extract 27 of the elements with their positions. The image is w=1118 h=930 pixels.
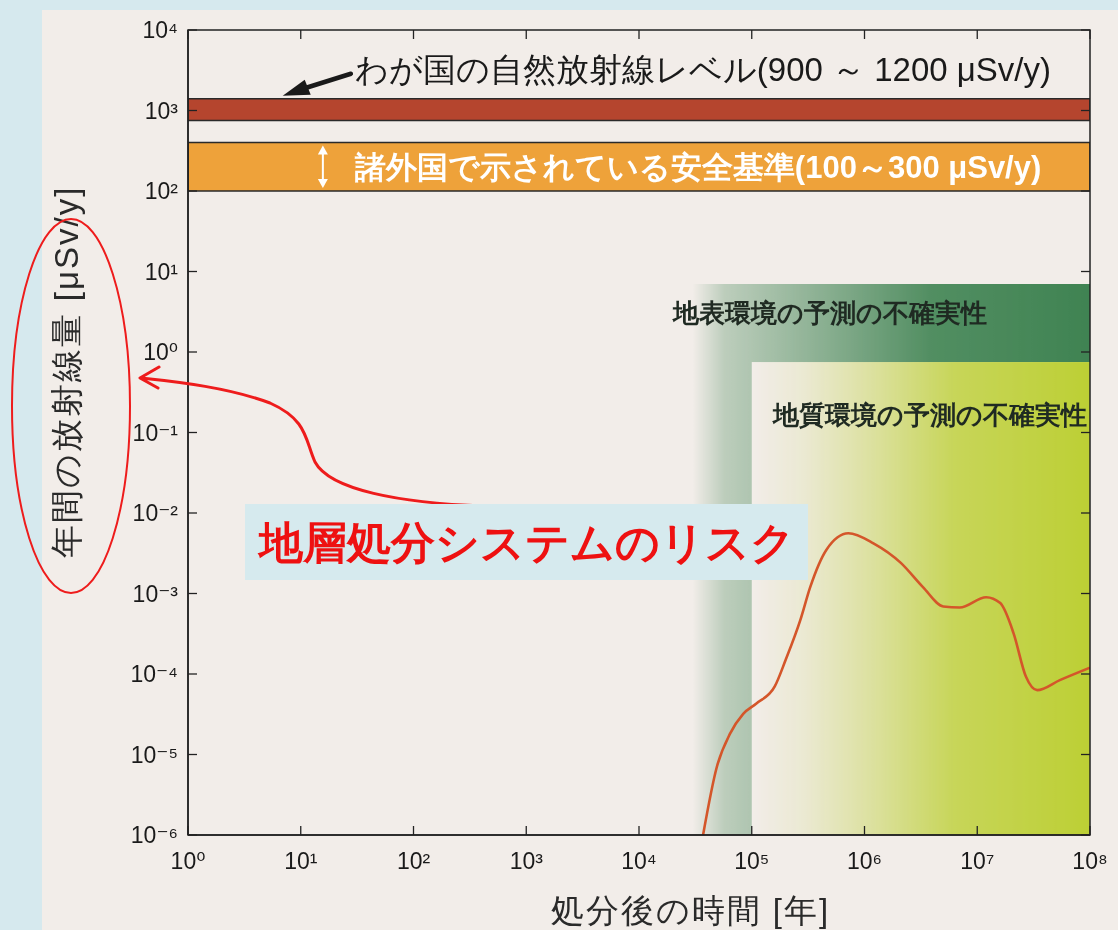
y-tick-label: 10⁻³ [132,580,179,607]
y-tick-label: 10⁻¹ [132,419,179,446]
x-tick-label: 10⁴ [621,848,657,874]
annotation: 地層処分システムのリスク [256,517,795,567]
x-tick-label: 10⁷ [960,848,995,874]
y-tick-label: 10⁻² [132,500,179,527]
y-tick-label: 10³ [144,97,179,124]
y-tick-label: 10¹ [144,258,179,285]
x-tick-label: 10⁸ [1072,848,1108,874]
y-tick-label: 10⁻⁴ [130,661,178,688]
x-axis-title: 処分後の時間 [年] [550,891,831,929]
band-label: 諸外国で示されている安全基準(100～300 μSv/y) [353,149,1042,185]
legend-label: わが国の自然放射線レベル(900 ～ 1200 μSv/y) [354,50,1052,88]
x-tick-label: 10¹ [284,848,318,874]
y-tick-label: 10⁻⁵ [130,741,178,768]
x-tick-label: 10⁰ [170,848,206,874]
series-label: 地表環境の予測の不確実性 [671,297,987,328]
y-tick-label: 10² [144,178,179,205]
y-tick-label: 10⁰ [143,339,178,366]
y-tick-label: 10⁻⁶ [130,822,178,849]
x-tick-label: 10⁶ [846,848,883,874]
series-label: 地質環境の予測の不確実性 [772,400,1087,431]
y-axis-title: 年間の放射線量 [μSv/y] [47,185,85,559]
x-tick-label: 10⁵ [734,848,770,874]
y-tick-label: 10⁴ [142,17,178,44]
x-tick-label: 10³ [509,848,544,874]
x-tick-label: 10² [396,848,431,874]
